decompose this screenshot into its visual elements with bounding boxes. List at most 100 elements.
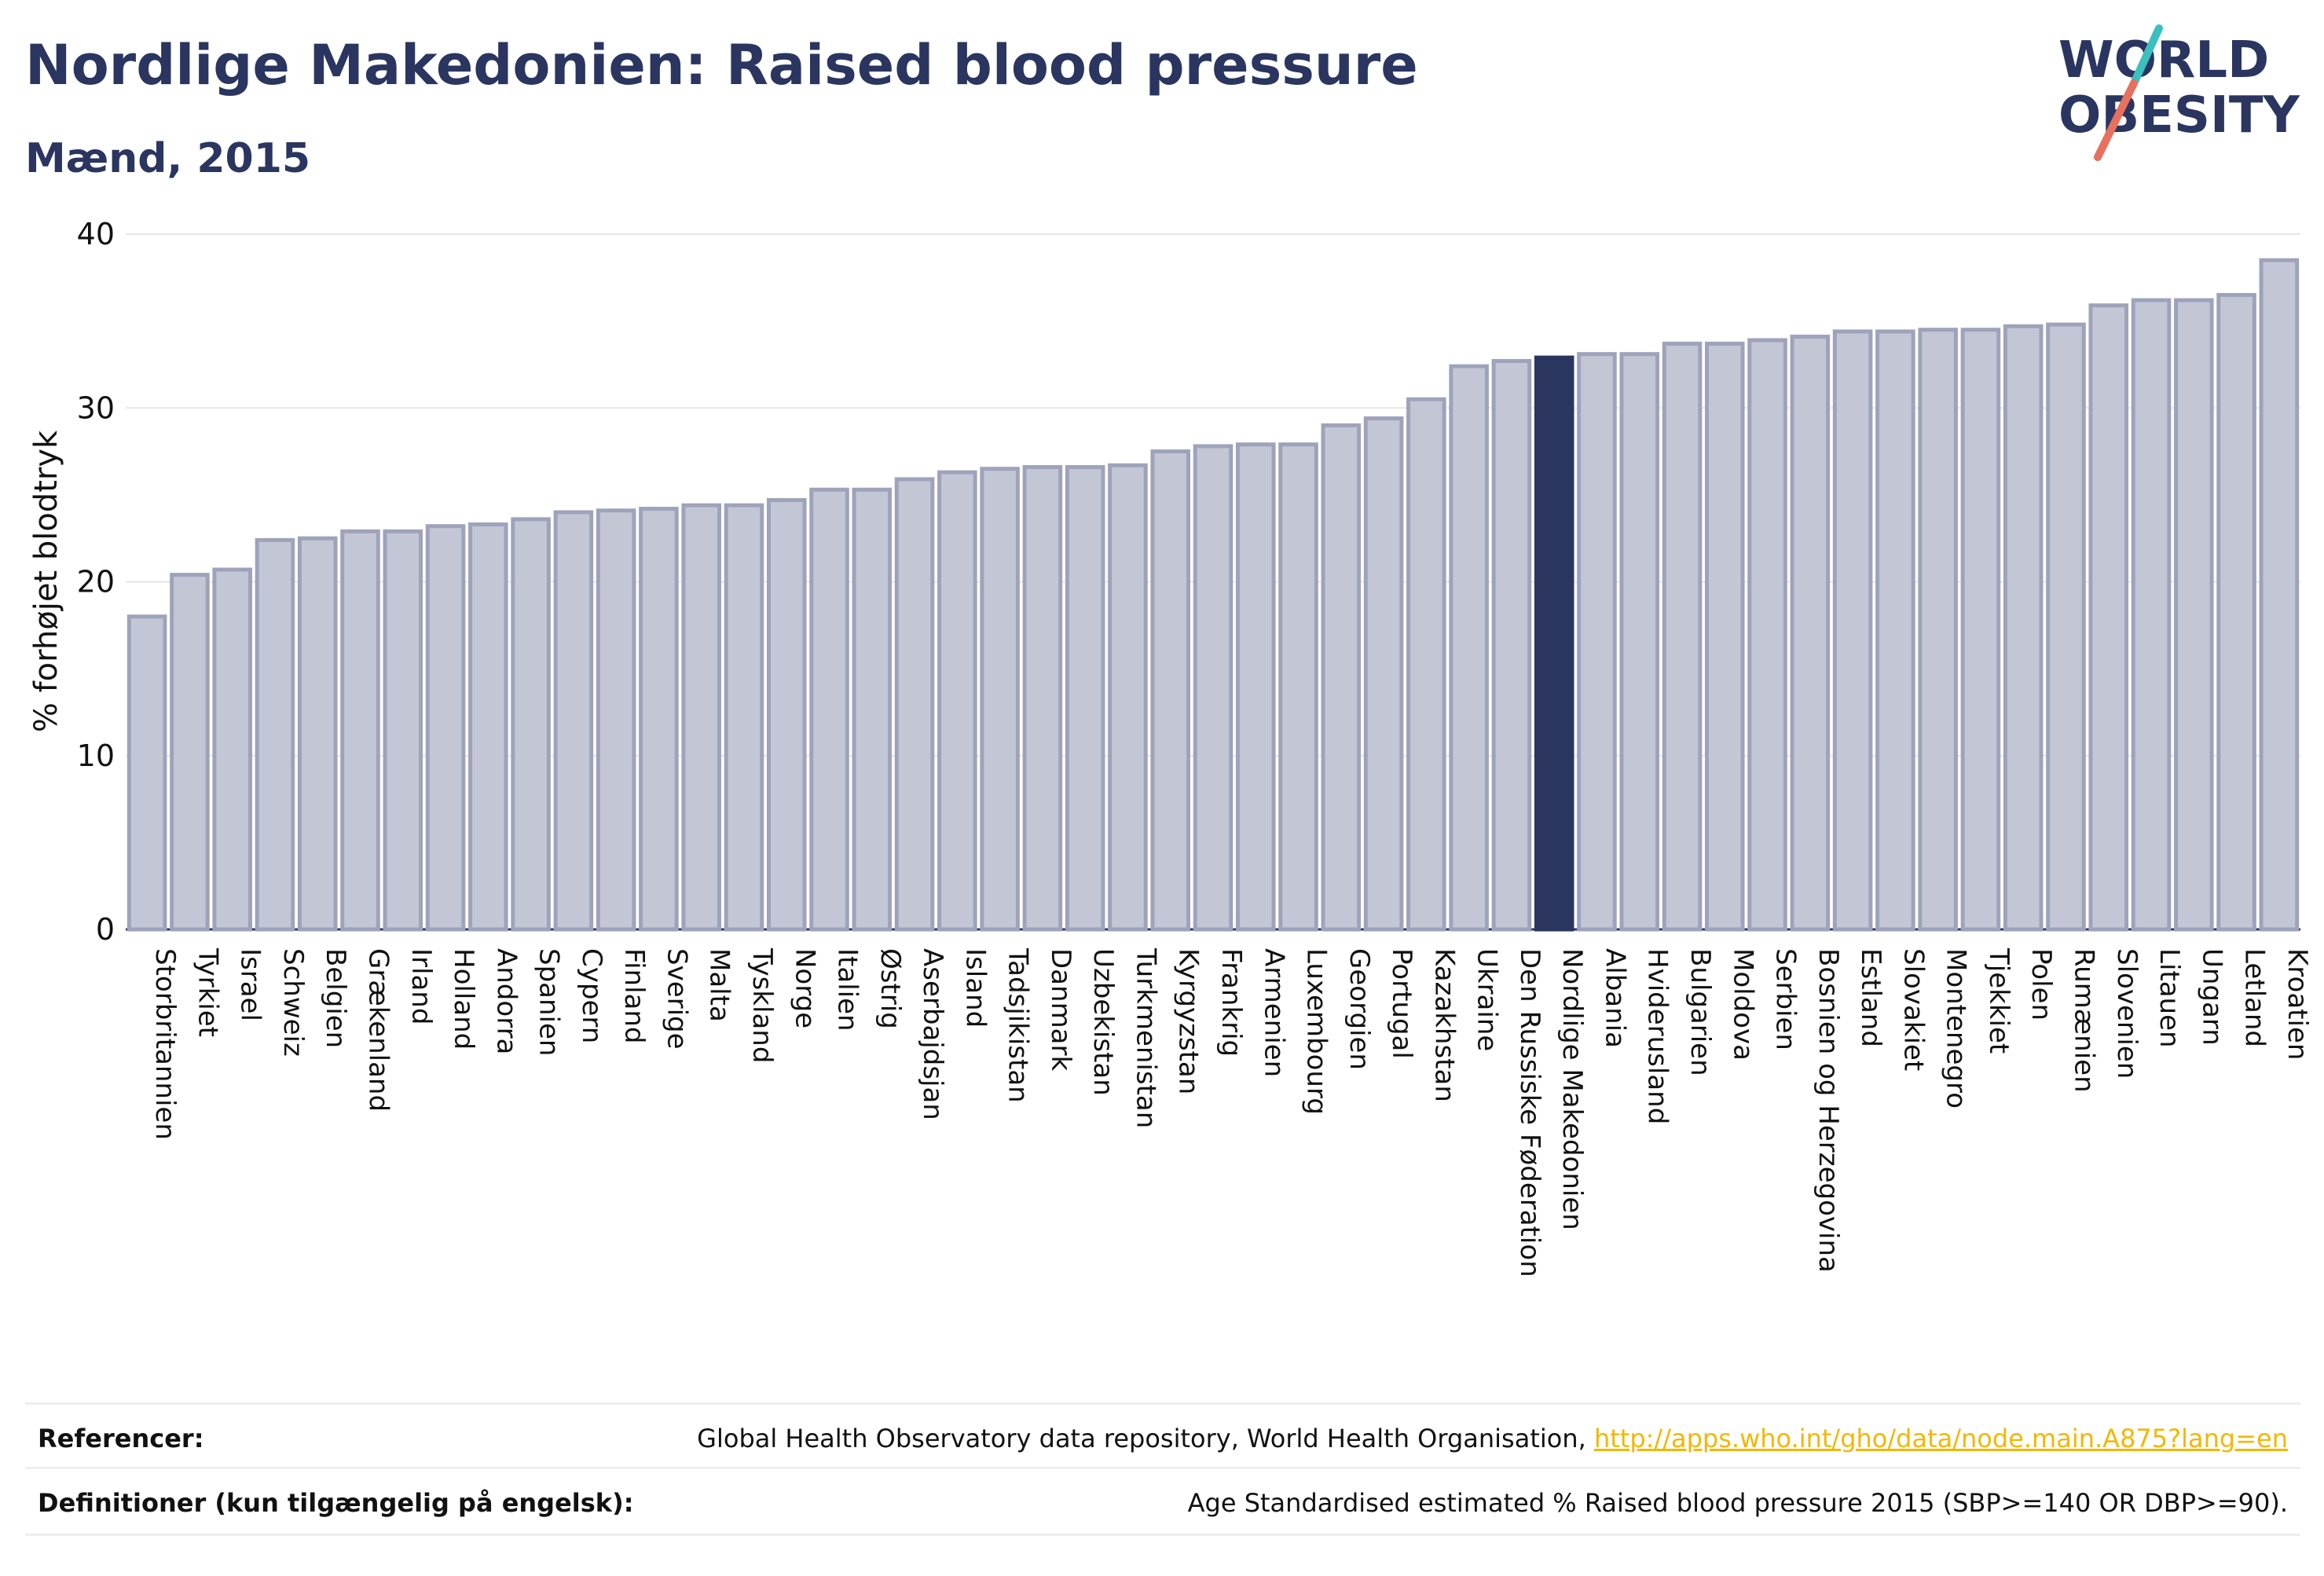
bar [980, 467, 1020, 932]
x-tick-label: Kroatien [2282, 948, 2313, 1060]
x-tick-label: Estland [1855, 948, 1886, 1047]
bar [1662, 341, 1703, 932]
x-tick-label: Danmark [1045, 948, 1076, 1071]
bar [1747, 338, 1787, 932]
y-tick-label: 10 [77, 739, 115, 773]
x-tick-label: Albania [1599, 948, 1630, 1048]
bar [1960, 328, 2001, 932]
bar-chart: 0 10 20 30 40 Storbritannien Tyrkiet Israel Sch… [28, 217, 2313, 1277]
x-tick-label: Frankrig [1215, 948, 1247, 1057]
x-tick-label: Israel [235, 948, 266, 1021]
bar [1449, 364, 1489, 932]
bar [553, 510, 594, 932]
x-tick-label: Polen [2025, 948, 2057, 1021]
x-tick-label: Kazakhstan [1428, 948, 1460, 1102]
bar [1619, 352, 1660, 932]
x-tick-label: Den Russiske Føderation [1514, 948, 1545, 1277]
bar [1108, 463, 1148, 932]
bar [596, 508, 636, 932]
x-tick-label: Andorra [490, 948, 522, 1054]
x-tick-label: Østrig [874, 948, 906, 1029]
bar-layer [126, 258, 2300, 932]
bar [766, 498, 807, 932]
references-link[interactable]: http://apps.who.int/gho/data/node.main.A… [1593, 1424, 2288, 1453]
x-tick-label: Hviderusland [1642, 948, 1673, 1124]
y-tick-label: 20 [77, 565, 115, 599]
bar [297, 536, 338, 932]
x-tick-label: Bosnien og Herzegovina [1813, 948, 1844, 1273]
logo-slash-teal [2130, 24, 2163, 87]
logo-slash-coral [2094, 79, 2138, 161]
x-tick-label: Grækenland [363, 948, 394, 1112]
x-tick-label: Holland [448, 948, 479, 1050]
bar [170, 573, 210, 932]
references-label: Referencer: [38, 1424, 204, 1453]
x-tick-label: Italien [832, 948, 863, 1032]
y-axis-label: % forhøjet blodtryk [28, 430, 64, 732]
bar [852, 487, 893, 932]
bar [1278, 442, 1318, 932]
bar [2131, 298, 2172, 932]
x-tick-label: Turkmenistan [1130, 947, 1161, 1128]
bar [1065, 464, 1105, 932]
bar [1406, 397, 1446, 932]
bar [1150, 449, 1191, 932]
chart-subtitle: Mænd, 2015 [25, 135, 311, 182]
x-tick-label: Armenien [1258, 948, 1289, 1077]
logo-line2: OBESITY [2058, 86, 2300, 145]
x-tick-label: Finland [618, 948, 650, 1044]
x-tick-label: Tjekkiet [1983, 947, 2014, 1054]
definitions-text: Age Standardised estimated % Raised bloo… [1187, 1488, 2288, 1518]
bar [2174, 298, 2214, 932]
bar [1577, 352, 1617, 932]
bar [937, 470, 977, 932]
bar [2046, 322, 2086, 932]
bar [639, 507, 679, 932]
y-tick-label: 30 [77, 390, 115, 425]
y-tick-label: 40 [77, 217, 115, 251]
x-tick-label: Luxembourg [1301, 948, 1332, 1115]
x-tick-label: Serbien [1770, 948, 1802, 1050]
bar [1790, 335, 1831, 932]
references-value: Global Health Observatory data repositor… [697, 1424, 2288, 1453]
x-tick-label: Slovenien [2111, 948, 2143, 1079]
x-tick-label: Portugal [1386, 948, 1417, 1059]
bar [724, 503, 764, 932]
x-tick-label: Norge [789, 948, 820, 1028]
world-obesity-logo: WORLD OBESITY [2058, 24, 2300, 161]
y-tick-label: 0 [96, 912, 115, 947]
bar [1022, 464, 1063, 932]
x-tick-label: Island [959, 948, 991, 1028]
bar [383, 529, 423, 932]
bar [212, 567, 252, 932]
references-text: Global Health Observatory data repositor… [697, 1424, 1594, 1453]
x-tick-label: Letland [2239, 948, 2271, 1047]
bar [2216, 292, 2256, 932]
references-row: Referencer: Global Health Observatory da… [25, 1402, 2300, 1469]
x-tick-label: Rumænien [2068, 948, 2099, 1093]
x-tick-label: Slovakiet [1897, 948, 1929, 1071]
x-tick-label: Tyskland [746, 947, 778, 1063]
bar [1193, 444, 1233, 932]
bar [2259, 258, 2300, 932]
x-tick-label: Tyrkiet [192, 947, 223, 1037]
x-tick-label: Sverige [661, 948, 692, 1050]
bar [511, 517, 551, 932]
x-tick-label: Nordlige Makedonien [1556, 948, 1588, 1230]
bar [1491, 359, 1532, 932]
x-tick-label: Irland [405, 948, 437, 1024]
x-tick-label: Litauen [2154, 948, 2185, 1048]
bar [1363, 416, 1404, 932]
x-tick-label: Bulgarien [1684, 948, 1716, 1076]
bar [468, 522, 508, 932]
bar [2003, 324, 2044, 932]
definitions-label: Definitioner (kun tilgængelig på engelsk… [38, 1488, 634, 1518]
x-tick-label: Georgien [1343, 948, 1375, 1070]
bar [681, 503, 722, 932]
x-tick-label: Uzbekistan [1087, 948, 1119, 1096]
x-tick-label: Ungarn [2196, 948, 2227, 1046]
bar [2088, 303, 2129, 932]
x-tick-label: Belgien [320, 948, 351, 1048]
bar [1918, 328, 1958, 932]
bar [1321, 423, 1362, 932]
